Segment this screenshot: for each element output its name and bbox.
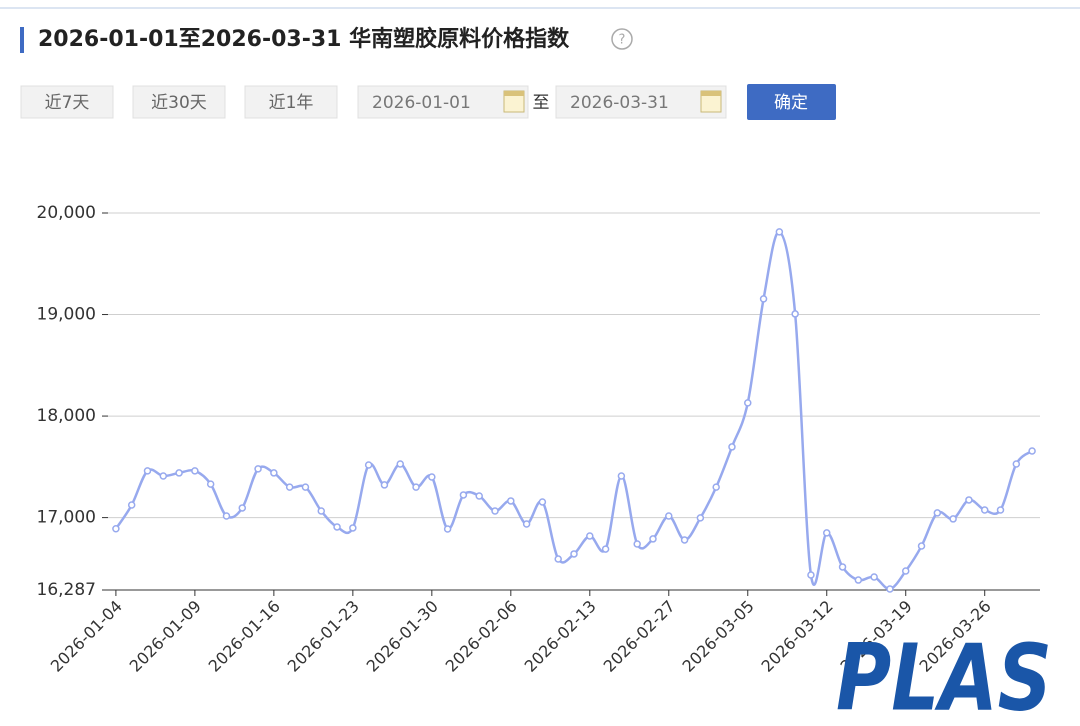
calendar-icon-top bbox=[504, 91, 524, 96]
data-point bbox=[996, 506, 1005, 514]
data-point bbox=[428, 473, 436, 481]
data-point bbox=[443, 525, 452, 533]
data-point bbox=[965, 496, 973, 504]
logo: PLAS bbox=[836, 624, 1052, 726]
data-point bbox=[412, 483, 420, 491]
data-point bbox=[396, 460, 404, 468]
range-button-text: 近30天 bbox=[151, 93, 207, 113]
page-title: 2026-01-01至2026-03-31 华南塑胶原料价格指数 bbox=[38, 26, 570, 52]
data-point bbox=[586, 532, 594, 540]
x-tick-label: 2026-01-16 bbox=[205, 597, 284, 676]
y-tick-label: 17,000 bbox=[37, 508, 96, 528]
data-point bbox=[143, 467, 152, 475]
data-point bbox=[917, 542, 926, 550]
data-point bbox=[933, 509, 942, 517]
data-point bbox=[696, 514, 705, 522]
data-point bbox=[1012, 460, 1021, 468]
data-point bbox=[270, 469, 278, 477]
x-tick-label: 2026-03-12 bbox=[758, 597, 837, 676]
title-bar bbox=[20, 27, 24, 53]
start-date-text: 2026-01-01 bbox=[372, 93, 471, 113]
data-point bbox=[554, 555, 562, 563]
data-point bbox=[317, 507, 326, 515]
x-tick-label: 2026-03-05 bbox=[679, 597, 758, 676]
confirm-button-text: 确定 bbox=[774, 93, 808, 113]
data-point bbox=[191, 467, 199, 475]
data-point bbox=[475, 492, 483, 500]
y-tick-label: 19,000 bbox=[37, 305, 96, 325]
data-point bbox=[254, 465, 262, 473]
x-tick-label: 2026-02-27 bbox=[600, 597, 679, 676]
x-tick-label: 2026-02-06 bbox=[442, 597, 521, 676]
data-point bbox=[633, 540, 641, 548]
data-point bbox=[680, 536, 689, 544]
range-button[interactable] bbox=[132, 85, 226, 119]
data-point bbox=[838, 563, 847, 571]
data-point bbox=[665, 512, 673, 520]
data-point bbox=[870, 573, 878, 581]
x-tick-label: 2026-02-13 bbox=[521, 597, 600, 676]
range-button-text: 近7天 bbox=[45, 93, 90, 113]
data-point bbox=[301, 483, 310, 491]
data-point bbox=[112, 525, 120, 533]
data-point bbox=[617, 472, 626, 480]
data-point bbox=[522, 520, 531, 528]
range-button[interactable] bbox=[20, 85, 114, 119]
data-point bbox=[759, 295, 768, 303]
data-point bbox=[570, 550, 578, 558]
y-tick-label: 20,000 bbox=[37, 203, 96, 223]
data-point bbox=[380, 481, 389, 489]
y-tick-label: 18,000 bbox=[37, 406, 96, 426]
data-point bbox=[459, 491, 468, 499]
calendar-icon-top bbox=[701, 91, 721, 96]
help-icon[interactable] bbox=[611, 28, 633, 50]
data-point bbox=[159, 472, 168, 480]
confirm-button[interactable] bbox=[747, 84, 836, 120]
data-point bbox=[712, 483, 720, 491]
x-tick-label: 2026-01-09 bbox=[126, 597, 205, 676]
data-point bbox=[901, 567, 910, 575]
data-point bbox=[206, 480, 215, 488]
data-point bbox=[601, 545, 610, 553]
data-point bbox=[949, 515, 957, 523]
help-icon-text: ? bbox=[619, 33, 626, 48]
data-point bbox=[127, 501, 136, 509]
y-tick-label: 16,287 bbox=[37, 580, 96, 600]
data-point bbox=[822, 529, 831, 537]
start-date-input[interactable] bbox=[357, 85, 529, 119]
data-point bbox=[886, 585, 894, 593]
x-tick-label: 2026-01-04 bbox=[47, 597, 126, 676]
date-separator: 至 bbox=[533, 93, 550, 113]
price-line bbox=[114, 230, 1033, 591]
end-date-input[interactable] bbox=[555, 85, 727, 119]
data-point bbox=[238, 504, 247, 512]
data-point bbox=[491, 507, 499, 515]
end-date-text: 2026-03-31 bbox=[570, 93, 669, 113]
data-point bbox=[349, 524, 357, 532]
data-point bbox=[807, 571, 815, 579]
data-point bbox=[854, 576, 863, 584]
data-point bbox=[364, 461, 373, 469]
x-tick-label: 2026-01-30 bbox=[363, 597, 442, 676]
range-button[interactable] bbox=[244, 85, 338, 119]
data-point bbox=[538, 498, 547, 506]
data-point bbox=[649, 535, 657, 543]
data-point bbox=[791, 310, 799, 318]
data-point bbox=[285, 483, 294, 491]
data-point bbox=[333, 523, 341, 531]
data-point bbox=[222, 512, 231, 520]
x-tick-label: 2026-01-23 bbox=[284, 597, 363, 676]
range-button-text: 近1年 bbox=[269, 93, 314, 113]
data-point bbox=[728, 443, 736, 451]
chart: 16,287 17,000 18,000 19,000 20,000 2026-01-04… bbox=[37, 203, 1040, 676]
data-point bbox=[175, 469, 183, 477]
data-point bbox=[980, 506, 989, 514]
data-point bbox=[744, 399, 752, 407]
data-point bbox=[1028, 447, 1036, 455]
data-point bbox=[775, 228, 784, 236]
data-point bbox=[507, 497, 515, 505]
